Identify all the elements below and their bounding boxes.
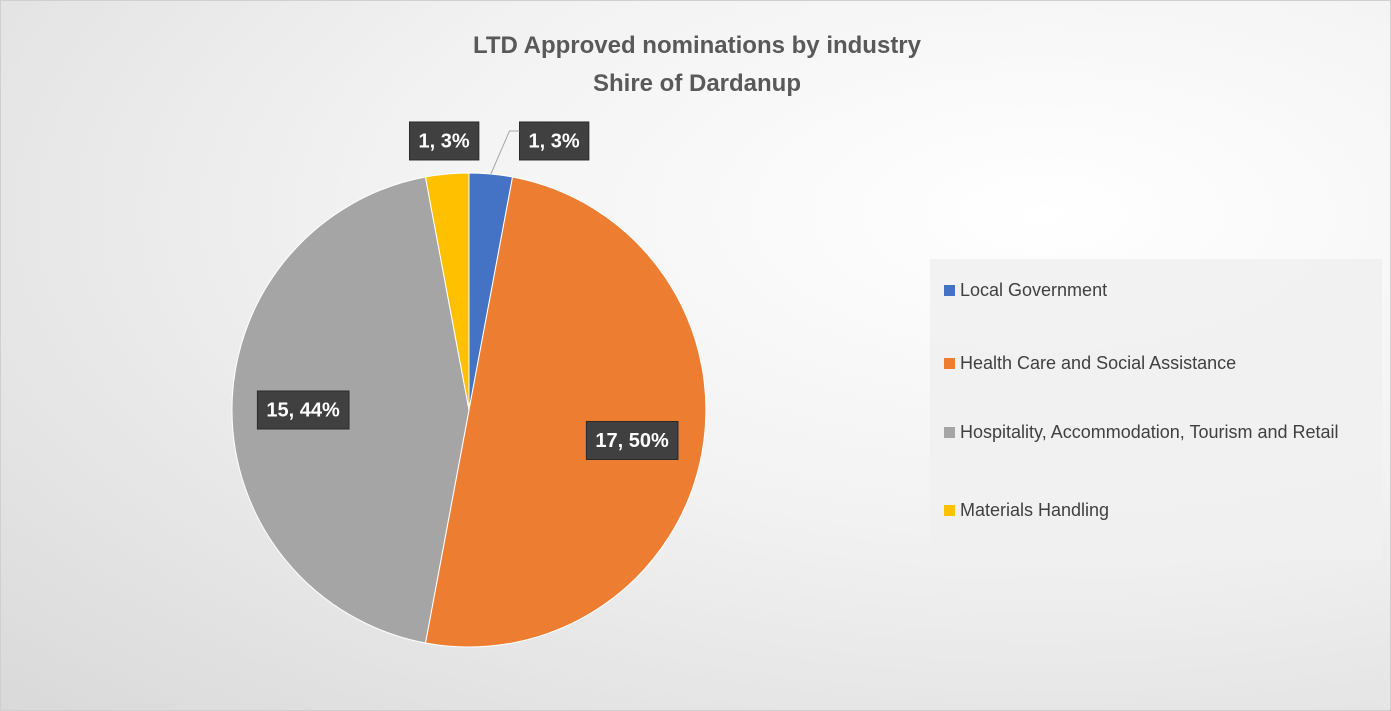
data-label-box <box>408 121 480 161</box>
legend-entry: Health Care and Social Assistance <box>944 348 1374 379</box>
legend-swatch <box>944 505 955 516</box>
legend-entry: Local Government <box>944 275 1374 306</box>
pie-slice <box>424 172 470 411</box>
legend-swatch <box>944 427 955 438</box>
legend-swatch <box>944 285 955 296</box>
data-label: 15, 44% <box>256 390 350 430</box>
chart-title: LTD Approved nominations by industry <box>473 32 922 59</box>
leader-line <box>490 130 520 175</box>
legend-entry: Hospitality, Accommodation, Tourism and … <box>944 417 1374 448</box>
legend-label: Local Government <box>960 280 1108 300</box>
data-label-box <box>256 390 350 430</box>
legend-swatch <box>944 358 955 369</box>
legend-label: Hospitality, Accommodation, Tourism and … <box>960 422 1339 442</box>
pie-slice <box>424 176 707 648</box>
data-label-box <box>518 121 590 161</box>
data-label-box <box>585 420 679 460</box>
data-label-text: 15, 44% <box>266 399 340 421</box>
data-label: 17, 50% <box>585 420 679 460</box>
data-label-text: 17, 50% <box>595 430 669 452</box>
data-label: 1, 3% <box>518 121 590 161</box>
legend-entry: Materials Handling <box>944 495 1374 526</box>
data-label-text: 1, 3% <box>528 130 579 152</box>
legend-label: Materials Handling <box>960 500 1110 520</box>
legend: Local Government Health Care and Social A… <box>930 259 1382 559</box>
pie-slice <box>231 176 470 644</box>
legend-label: Health Care and Social Assistance <box>960 353 1237 373</box>
data-label-text: 1, 3% <box>418 130 469 152</box>
chart-subtitle: Shire of Dardanup <box>593 70 801 97</box>
data-label: 1, 3% <box>408 121 480 161</box>
